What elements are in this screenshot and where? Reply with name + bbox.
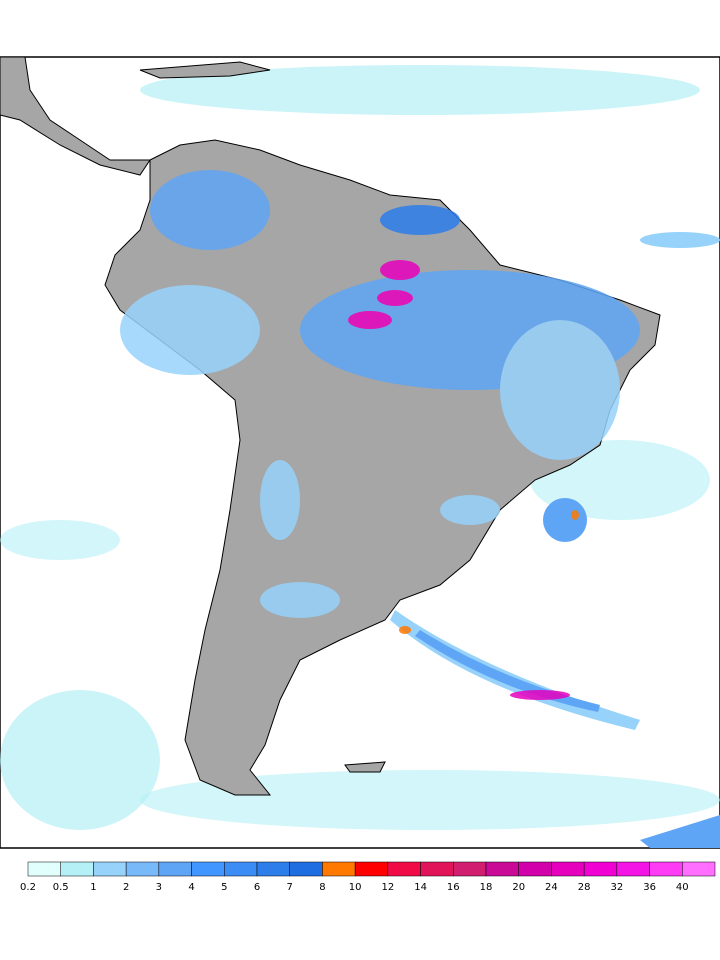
legend-swatch <box>158 861 192 877</box>
caribbean <box>139 61 271 79</box>
legend-label: 14 <box>414 882 427 893</box>
legend-label: 2 <box>123 882 129 893</box>
legend-label: 12 <box>381 882 394 893</box>
legend-label: 3 <box>156 882 162 893</box>
legend-label: 40 <box>676 882 689 893</box>
legend-label: 0.5 <box>53 882 69 893</box>
legend-label: 32 <box>610 882 623 893</box>
legend-swatch <box>387 861 421 877</box>
legend-swatch <box>518 861 552 877</box>
legend-swatch <box>485 861 519 877</box>
legend-label: 6 <box>254 882 260 893</box>
legend-swatch <box>649 861 683 877</box>
legend-swatch <box>125 861 160 877</box>
central-america <box>0 56 151 176</box>
legend-swatch <box>93 861 127 877</box>
legend-swatch <box>256 861 290 877</box>
falklands <box>344 761 386 773</box>
legend-label: 36 <box>643 882 656 893</box>
legend-label: 7 <box>287 882 293 893</box>
legend-swatch <box>289 861 323 877</box>
legend-label: 10 <box>349 882 362 893</box>
legend-swatch <box>322 861 356 877</box>
legend-label: 16 <box>447 882 460 893</box>
legend-swatch <box>60 861 94 877</box>
legend-label: 18 <box>480 882 493 893</box>
legend-swatch <box>191 861 225 877</box>
legend-label: 5 <box>221 882 227 893</box>
legend-label: 28 <box>578 882 591 893</box>
legend-swatch <box>551 861 585 877</box>
legend-label: 1 <box>90 882 96 893</box>
map <box>0 56 720 849</box>
legend-swatch <box>354 861 389 877</box>
land-precipitation <box>120 170 640 700</box>
legend-label: 8 <box>319 882 325 893</box>
legend-swatch <box>616 861 650 877</box>
legend-swatch <box>224 861 258 877</box>
legend-label: 4 <box>188 882 194 893</box>
legend-swatch <box>453 861 487 877</box>
legend-label: 20 <box>512 882 525 893</box>
legend-label: 0.2 <box>20 882 36 893</box>
legend-swatch <box>583 861 618 877</box>
ocean-precipitation <box>0 65 720 848</box>
legend-swatch <box>27 861 61 877</box>
legend-swatch <box>420 861 454 877</box>
legend-swatch <box>682 861 716 877</box>
legend-label: 24 <box>545 882 558 893</box>
legend: 0.2 0.5 1 2 3 4 5 6 7 8 10 12 14 16 18 20 24 28 32 36 40 <box>20 861 716 893</box>
